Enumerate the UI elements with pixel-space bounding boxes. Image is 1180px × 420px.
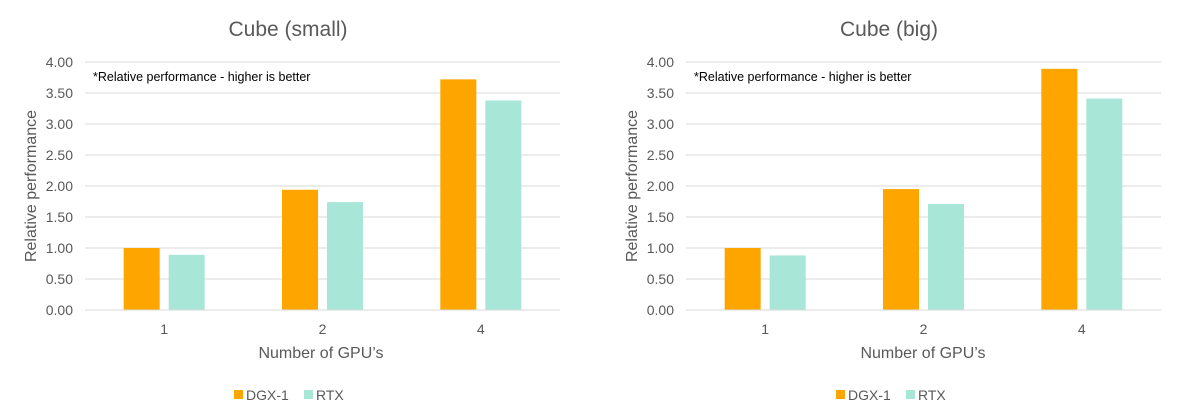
bar-rtx-4 [485,100,522,310]
chart-cube-big: Cube (big) *Relative performance - highe… [624,18,1161,403]
plot-area: 0.00 0.50 1.00 1.50 2.00 2.50 3.00 3.50 4.00 1 2 4 [647,54,1161,337]
x-tick-label: 2 [920,321,928,337]
y-tick-label: 4.00 [647,54,674,70]
y-tick-label: 2.50 [647,147,674,163]
x-tick-label: 1 [761,321,769,337]
y-axis-label: Relative performance [624,110,641,262]
chart-title: Cube (big) [840,18,938,41]
y-tick-label: 0.50 [647,271,674,287]
legend-swatch-dgx1 [836,390,845,399]
plot-area: 0.00 0.50 1.00 1.50 2.00 2.50 3.00 3.50 4.00 1 2 4 [46,54,560,337]
bar-dgx1-4 [1041,68,1078,310]
bar-rtx-1 [769,255,806,310]
bar-dgx1-1 [123,248,160,310]
legend-swatch-dgx1 [234,390,243,399]
y-tick-label: 2.00 [647,178,674,194]
chart-note: *Relative performance - higher is better [694,70,911,84]
chart-cube-small: Cube (small) *Relative performance - hig… [23,18,560,403]
legend-label-dgx1: DGX-1 [848,387,891,403]
y-axis-label: Relative performance [23,110,40,262]
y-tick-label: 1.50 [647,209,674,225]
y-tick-label: 2.50 [46,147,73,163]
bar-rtx-4 [1086,98,1123,310]
x-axis-label: Number of GPU’s [860,345,985,362]
legend-swatch-rtx [304,390,313,399]
chart-title: Cube (small) [228,18,347,41]
y-tick-label: 1.00 [647,240,674,256]
bar-rtx-1 [168,254,205,310]
bar-dgx1-2 [883,189,919,310]
y-tick-label: 3.00 [46,116,73,132]
legend: DGX-1 RTX [836,387,946,403]
legend: DGX-1 RTX [234,387,344,403]
x-tick-label: 4 [477,321,485,337]
y-tick-label: 3.50 [647,85,674,101]
x-axis-label: Number of GPU’s [258,345,383,362]
bar-dgx1-1 [724,248,761,310]
y-tick-label: 4.00 [46,54,73,70]
y-tick-label: 3.00 [647,116,674,132]
x-tick-label: 4 [1078,321,1086,337]
x-tick-label: 1 [160,321,168,337]
bar-rtx-2 [327,202,363,310]
bar-rtx-2 [928,203,964,310]
y-tick-label: 1.00 [46,240,73,256]
y-tick-label: 2.00 [46,178,73,194]
bar-dgx1-4 [440,79,477,310]
y-tick-label: 0.00 [647,302,674,318]
legend-label-dgx1: DGX-1 [246,387,289,403]
bar-dgx1-2 [282,189,318,310]
y-tick-label: 3.50 [46,85,73,101]
y-tick-label: 0.00 [46,302,73,318]
legend-swatch-rtx [906,390,915,399]
legend-label-rtx: RTX [918,387,946,403]
x-tick-label: 2 [319,321,327,337]
y-tick-label: 1.50 [46,209,73,225]
legend-label-rtx: RTX [316,387,344,403]
chart-note: *Relative performance - higher is better [93,70,310,84]
y-tick-label: 0.50 [46,271,73,287]
